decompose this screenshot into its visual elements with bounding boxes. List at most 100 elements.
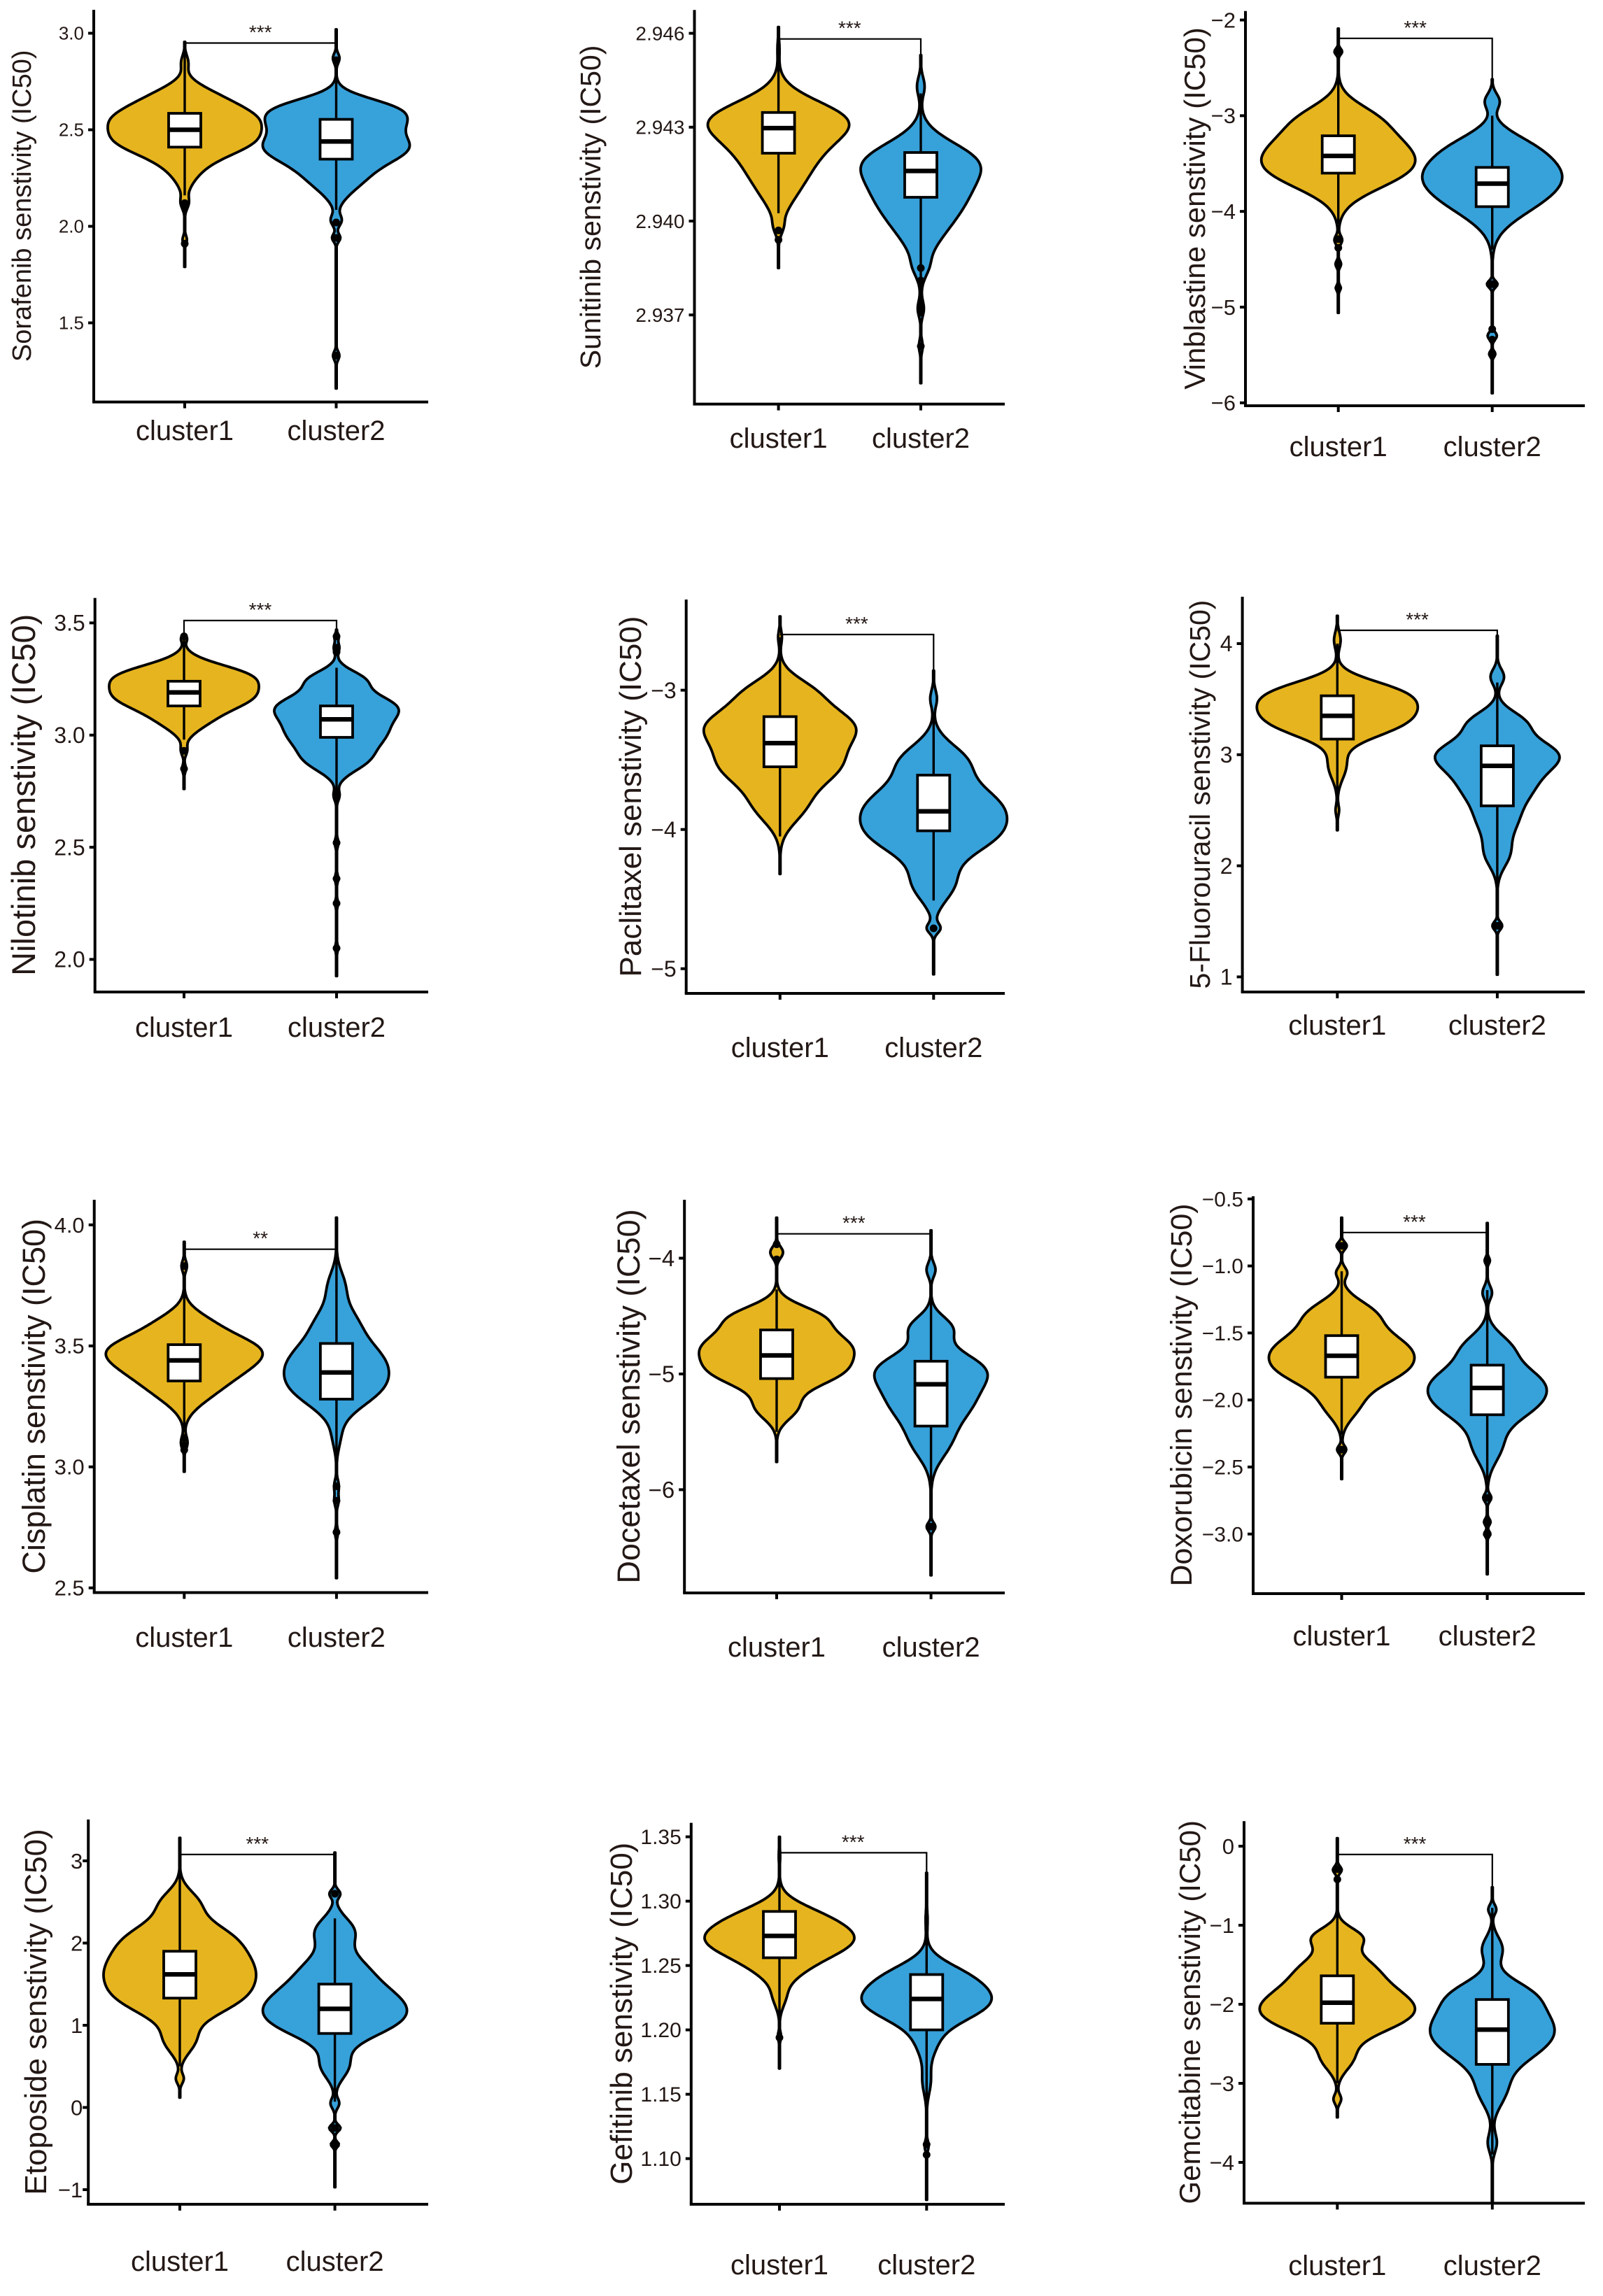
svg-text:−1: −1 [1210, 1913, 1234, 1938]
svg-text:3: 3 [71, 1849, 83, 1873]
svg-text:−3: −3 [1211, 104, 1236, 128]
svg-text:−2: −2 [1210, 1992, 1234, 2017]
svg-text:***: *** [842, 1212, 866, 1234]
svg-text:cluster1: cluster1 [1288, 2251, 1386, 2281]
svg-text:cluster2: cluster2 [1439, 1621, 1537, 1652]
svg-text:3: 3 [1220, 742, 1233, 767]
svg-text:−4: −4 [1210, 2150, 1234, 2175]
svg-text:Doxorubicin senstivity (IC50): Doxorubicin senstivity (IC50) [1165, 1203, 1199, 1586]
svg-text:2.0: 2.0 [54, 947, 85, 972]
svg-text:***: *** [246, 1833, 269, 1855]
svg-text:cluster2: cluster2 [882, 1632, 980, 1663]
svg-text:cluster2: cluster2 [286, 2246, 384, 2277]
svg-text:−2.5: −2.5 [1202, 1457, 1243, 1480]
svg-text:***: *** [842, 1831, 865, 1852]
svg-text:cluster2: cluster2 [872, 423, 970, 454]
svg-text:1.5: 1.5 [59, 313, 84, 334]
svg-text:−3.0: −3.0 [1202, 1523, 1243, 1546]
svg-text:2.5: 2.5 [54, 835, 85, 860]
svg-text:2.943: 2.943 [635, 117, 684, 139]
svg-text:1.25: 1.25 [640, 1955, 681, 1978]
svg-text:cluster1: cluster1 [1292, 1621, 1390, 1652]
svg-text:cluster1: cluster1 [730, 2250, 828, 2281]
svg-text:Gefitinib senstivity (IC50): Gefitinib senstivity (IC50) [605, 1843, 639, 2185]
svg-text:−0.5: −0.5 [1202, 1188, 1243, 1211]
svg-text:−2: −2 [1211, 8, 1236, 33]
svg-text:1.10: 1.10 [640, 2148, 681, 2171]
svg-text:Sunitinib senstivity (IC50): Sunitinib senstivity (IC50) [574, 45, 607, 369]
svg-text:Etoposide senstivity (IC50): Etoposide senstivity (IC50) [19, 1829, 53, 2195]
svg-text:3.0: 3.0 [54, 723, 85, 748]
svg-text:cluster2: cluster2 [287, 416, 385, 446]
svg-text:Paclitaxel senstivity (IC50): Paclitaxel senstivity (IC50) [614, 616, 648, 977]
svg-text:1.30: 1.30 [640, 1890, 681, 1913]
svg-text:cluster1: cluster1 [1288, 1010, 1386, 1041]
svg-text:−6: −6 [649, 1477, 675, 1503]
svg-text:cluster1: cluster1 [135, 1012, 233, 1043]
svg-text:cluster1: cluster1 [135, 1622, 233, 1653]
svg-text:***: *** [1403, 1211, 1426, 1233]
svg-text:***: *** [249, 599, 272, 621]
svg-text:−3: −3 [651, 678, 676, 703]
svg-text:4: 4 [1220, 631, 1233, 656]
svg-text:Gemcitabine senstivity (IC50): Gemcitabine senstivity (IC50) [1173, 1820, 1206, 2204]
svg-text:−1.5: −1.5 [1202, 1322, 1243, 1345]
svg-text:4.0: 4.0 [55, 1213, 85, 1238]
svg-text:cluster2: cluster2 [1443, 2251, 1541, 2281]
svg-text:1: 1 [71, 2013, 83, 2038]
svg-text:cluster2: cluster2 [877, 2250, 975, 2281]
svg-text:***: *** [838, 17, 861, 39]
svg-text:Sorafenib senstivity (IC50): Sorafenib senstivity (IC50) [8, 50, 37, 362]
svg-text:***: *** [845, 613, 868, 635]
svg-text:2.5: 2.5 [59, 120, 84, 141]
svg-text:2.0: 2.0 [59, 216, 84, 237]
svg-text:cluster1: cluster1 [730, 423, 828, 454]
svg-text:Vinblastine senstivity (IC50): Vinblastine senstivity (IC50) [1178, 27, 1211, 389]
svg-text:cluster1: cluster1 [1290, 432, 1387, 462]
svg-text:−1: −1 [58, 2178, 83, 2202]
svg-text:−5: −5 [649, 1361, 675, 1387]
svg-text:−5: −5 [651, 956, 676, 982]
svg-text:Nilotinib senstivity (IC50): Nilotinib senstivity (IC50) [5, 614, 42, 976]
svg-text:1.20: 1.20 [640, 2019, 681, 2042]
svg-text:−4: −4 [1211, 199, 1236, 224]
svg-text:2: 2 [71, 1931, 83, 1955]
svg-text:−1.0: −1.0 [1202, 1255, 1243, 1278]
svg-text:0: 0 [1222, 1834, 1234, 1859]
svg-text:Docetaxel senstivity (IC50): Docetaxel senstivity (IC50) [611, 1209, 647, 1583]
svg-text:cluster2: cluster2 [1448, 1010, 1546, 1041]
svg-text:3.0: 3.0 [55, 1455, 85, 1480]
svg-text:2.937: 2.937 [635, 304, 684, 326]
svg-text:−6: −6 [1211, 391, 1236, 416]
svg-text:**: ** [253, 1228, 268, 1249]
svg-text:cluster1: cluster1 [731, 1033, 829, 1063]
svg-text:***: *** [1404, 17, 1427, 38]
svg-text:5-Fluorouracil senstivity (IC5: 5-Fluorouracil senstivity (IC50) [1184, 600, 1216, 989]
svg-text:−2.0: −2.0 [1202, 1389, 1243, 1412]
svg-text:cluster1: cluster1 [131, 2246, 229, 2277]
svg-text:***: *** [249, 22, 272, 43]
svg-text:cluster2: cluster2 [288, 1622, 386, 1653]
svg-text:−4: −4 [649, 1245, 675, 1271]
svg-text:2: 2 [1220, 853, 1233, 879]
svg-text:2.5: 2.5 [55, 1576, 85, 1601]
svg-text:***: *** [1404, 1833, 1427, 1855]
svg-text:***: *** [1406, 609, 1429, 630]
svg-text:cluster2: cluster2 [884, 1033, 982, 1063]
svg-text:0: 0 [71, 2095, 83, 2120]
svg-text:1.15: 1.15 [640, 2083, 681, 2106]
svg-text:2.946: 2.946 [635, 22, 684, 44]
svg-text:2.940: 2.940 [635, 211, 684, 232]
svg-text:3.0: 3.0 [59, 23, 84, 44]
svg-text:1: 1 [1220, 965, 1233, 990]
svg-text:cluster2: cluster2 [1443, 432, 1541, 462]
svg-text:3.5: 3.5 [55, 1334, 85, 1359]
svg-text:3.5: 3.5 [54, 611, 85, 636]
svg-text:−5: −5 [1211, 295, 1236, 320]
svg-text:cluster1: cluster1 [728, 1632, 826, 1663]
svg-text:cluster2: cluster2 [288, 1012, 386, 1043]
svg-text:1.35: 1.35 [640, 1826, 681, 1849]
svg-text:cluster1: cluster1 [136, 416, 234, 446]
svg-text:Cisplatin senstivity (IC50): Cisplatin senstivity (IC50) [16, 1219, 52, 1574]
svg-text:−4: −4 [651, 817, 676, 842]
